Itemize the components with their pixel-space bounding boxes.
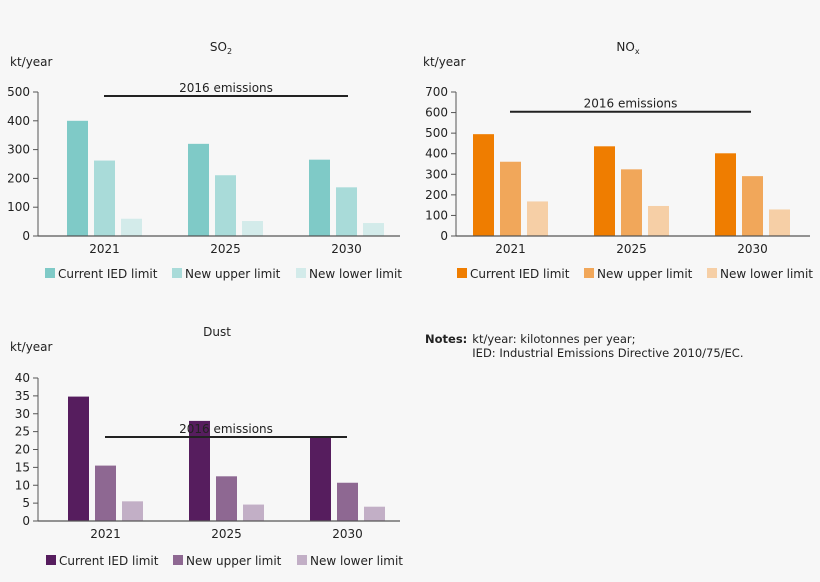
x-tick-label: 2030 [332,527,363,541]
reference-line-label: 2016 emissions [584,97,678,111]
bar-2030-current-ied-limit [309,159,330,236]
legend-label: New upper limit [597,267,693,281]
legend-swatch [173,555,183,565]
y-axis-label: kt/year [10,55,53,69]
y-tick-label: 600 [425,106,448,120]
bar-2025-current-ied-limit [594,146,615,236]
bar-2025-new-lower-limit [242,221,263,236]
x-tick-label: 2030 [331,242,362,256]
bar-2025-new-upper-limit [216,476,237,521]
legend-swatch [296,268,306,278]
bar-2030-new-upper-limit [336,187,357,236]
bar-2030-current-ied-limit [715,153,736,236]
bar-2030-current-ied-limit [310,436,331,521]
bar-2021-current-ied-limit [67,120,88,236]
y-tick-label: 0 [22,514,30,528]
bar-2025-current-ied-limit [188,143,209,236]
bar-2021-new-lower-limit [121,218,142,236]
y-tick-label: 200 [7,171,30,185]
chart-title: SO2 [210,40,232,56]
y-tick-label: 25 [15,425,30,439]
legend-swatch [45,268,55,278]
x-tick-label: 2025 [210,242,241,256]
y-tick-label: 10 [15,478,30,492]
reference-line-label: 2016 emissions [179,81,273,95]
legend-swatch [457,268,467,278]
legend-swatch [46,555,56,565]
legend-swatch [297,555,307,565]
x-tick-label: 2021 [495,242,526,256]
y-tick-label: 5 [22,496,30,510]
legend-swatch [707,268,717,278]
x-tick-label: 2025 [211,527,242,541]
reference-line-label: 2016 emissions [179,422,273,436]
y-tick-label: 500 [425,126,448,140]
legend-label: Current IED limit [59,554,159,568]
y-tick-label: 300 [425,167,448,181]
chart-1: NOx kt/year 0 100 200 300 400 500 600 700 2021 2025… [423,40,813,281]
notes-line: IED: Industrial Emissions Directive 2010… [472,346,744,360]
y-axis-label: kt/year [10,340,53,354]
bar-2030-new-upper-limit [742,176,763,236]
bar-2021-new-lower-limit [527,201,548,236]
legend-swatch [584,268,594,278]
bar-2021-new-upper-limit [94,160,115,236]
y-tick-label: 400 [425,147,448,161]
legend-label: New lower limit [310,554,403,568]
y-tick-label: 200 [425,188,448,202]
bar-2025-current-ied-limit [189,420,210,521]
y-tick-label: 15 [15,460,30,474]
y-tick-label: 400 [7,114,30,128]
bar-2030-new-lower-limit [364,506,385,521]
legend-label: Current IED limit [58,267,158,281]
bar-2030-new-lower-limit [769,209,790,236]
y-axis-label: kt/year [423,55,466,69]
bar-2021-new-upper-limit [95,465,116,521]
chart-0: SO2 kt/year 0 100 200 300 400 500 2021 2025 2030 20… [7,40,402,281]
legend-label: New upper limit [186,554,282,568]
x-tick-label: 2021 [90,527,121,541]
bar-2025-new-upper-limit [621,169,642,236]
y-tick-label: 0 [22,229,30,243]
bar-2021-new-lower-limit [122,501,143,521]
y-tick-label: 0 [440,229,448,243]
y-tick-label: 35 [15,389,30,403]
y-tick-label: 40 [15,371,30,385]
x-tick-label: 2030 [737,242,768,256]
bar-2021-current-ied-limit [473,134,494,236]
legend-label: New upper limit [185,267,281,281]
notes-line: kt/year: kilotonnes per year; [472,332,636,346]
legend-label: Current IED limit [470,267,570,281]
x-tick-label: 2025 [616,242,647,256]
x-tick-label: 2021 [89,242,120,256]
notes: Notes: kt/year: kilotonnes per year; IED… [425,332,744,360]
chart-title: NOx [616,40,639,56]
bar-2025-new-lower-limit [648,205,669,236]
notes-label: Notes: [425,332,468,346]
bar-2025-new-lower-limit [243,504,264,521]
chart-title: Dust [203,325,231,339]
legend-swatch [172,268,182,278]
bar-2030-new-upper-limit [337,482,358,521]
legend-label: New lower limit [309,267,402,281]
bar-2021-new-upper-limit [500,161,521,236]
bar-2021-current-ied-limit [68,396,89,521]
y-tick-label: 100 [7,200,30,214]
y-tick-label: 500 [7,85,30,99]
y-tick-label: 20 [15,443,30,457]
bar-2030-new-lower-limit [363,223,384,236]
legend-label: New lower limit [720,267,813,281]
y-tick-label: 100 [425,208,448,222]
y-tick-label: 30 [15,407,30,421]
y-tick-label: 300 [7,143,30,157]
y-tick-label: 700 [425,85,448,99]
notes-text: kt/year: kilotonnes per year; IED: Indus… [472,332,743,360]
bar-2025-new-upper-limit [215,175,236,236]
